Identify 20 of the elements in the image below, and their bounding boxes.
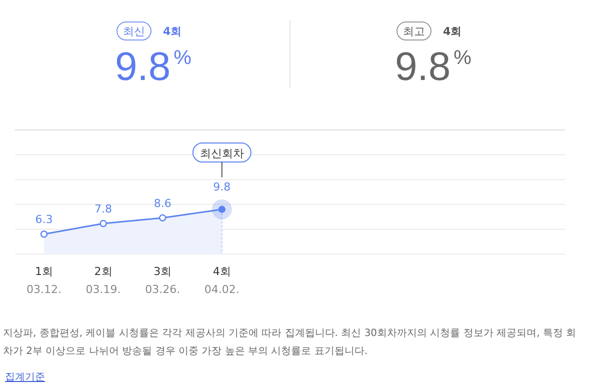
text: 9.8$^{%}$ [395,45,472,89]
data-label: 8.6 [154,196,172,210]
text: 집계기준 [5,372,45,383]
annotation: 최신회차 [200,147,244,160]
x-tick-label: 3회 03.26. [145,265,180,296]
data-label: 9.8 [213,180,231,194]
x-tick-label: 4회 04.02. [204,265,240,296]
x-tick-label: 1회 03.12. [26,265,62,296]
text: 4회 [443,25,462,38]
point [100,220,107,228]
data-label: 7.8 [94,202,112,216]
text: 지상파, 종합편성, 케이블 시청률은 각각 제공사의 기준에 따라 집계됩니다. 최신 30회차까지의 시청률 정보가 제공되며, 특정 회차가 2부 이상으로 나뉘어 방송될 경우 이중 가장 높은 부의 시청률로 표기됩니다. [3,327,578,359]
point [159,214,166,222]
text: 9.8$^{%}$ [115,45,192,89]
point [40,230,48,238]
x-tick-label: 2회 03.19. [86,265,121,296]
data-label: 6.3 [35,213,53,226]
text: 최신 [123,25,145,38]
text: 최고 [403,25,425,38]
text: 4회 [163,25,182,38]
